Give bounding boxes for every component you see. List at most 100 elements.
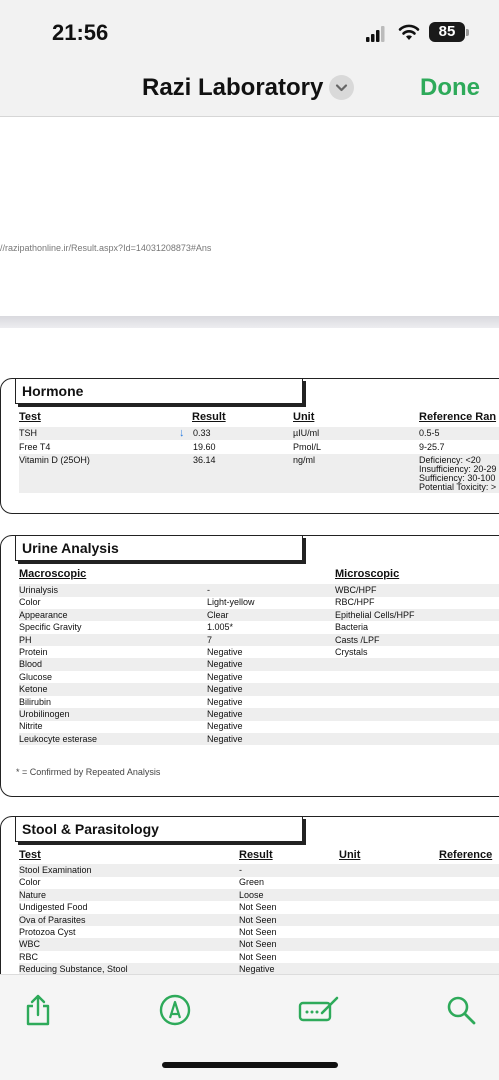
footnote: * = Confirmed by Repeated Analysis <box>16 767 161 777</box>
table-row: Ova of Parasites Not Seen <box>19 913 499 927</box>
low-flag-arrow-icon: ↓ <box>179 427 185 439</box>
test-name: Urinalysis <box>19 585 59 595</box>
test-result: Negative <box>207 659 243 670</box>
test-name: Stool Examination <box>19 865 92 875</box>
test-result: - <box>239 865 242 875</box>
column-header-result: Result <box>239 849 273 861</box>
wifi-icon <box>398 24 420 40</box>
page-separator <box>0 316 499 328</box>
test-name: Specific Gravity <box>19 622 82 633</box>
document-url: //razipathonline.ir/Result.aspx?Id=14031… <box>0 243 212 253</box>
chevron-down-icon <box>335 84 348 92</box>
test-name: Color <box>19 597 41 608</box>
test-result: Negative <box>239 964 275 974</box>
column-header-unit: Unit <box>339 849 361 861</box>
test-reference: Deficiency: <20 <box>419 455 481 465</box>
table-row: Glucose Negative <box>19 671 499 684</box>
table-row: Vitamin D (25OH) 36.14 ng/ml Deficiency:… <box>19 454 499 493</box>
test-name: TSH <box>19 428 37 438</box>
test-result: Not Seen <box>239 927 277 937</box>
share-icon[interactable] <box>21 993 55 1027</box>
test-name: Glucose <box>19 671 53 682</box>
microscopic-item: RBC/HPF <box>335 597 375 608</box>
test-name: Bilirubin <box>19 696 52 707</box>
test-name: Nitrite <box>19 721 43 732</box>
column-header-reference: Reference Ran <box>419 411 497 423</box>
test-result: Not Seen <box>239 914 277 925</box>
table-row: Undigested Food Not Seen <box>19 901 499 914</box>
test-name: RBC <box>19 951 39 962</box>
microscopic-item: Bacteria <box>335 622 369 633</box>
table-row: Ketone Negative <box>19 683 499 696</box>
table-row: Protein Negative Crystals <box>19 646 499 659</box>
test-result: 19.60 <box>193 442 216 452</box>
test-name: WBC <box>19 939 40 950</box>
test-reference: 9-25.7 <box>419 442 445 452</box>
microscopic-item: Crystals <box>335 647 368 657</box>
status-time: 21:56 <box>52 20 109 45</box>
test-result: Loose <box>239 889 264 900</box>
test-result: Negative <box>207 647 243 657</box>
test-name: Protein <box>19 647 48 657</box>
table-row: Blood Negative <box>19 658 499 671</box>
test-result: Clear <box>207 609 229 620</box>
search-icon[interactable] <box>444 993 478 1027</box>
battery-level: 85 <box>429 22 465 42</box>
table-row: Protozoa Cyst Not Seen <box>19 926 499 939</box>
test-name: Vitamin D (25OH) <box>19 455 90 465</box>
test-name: Appearance <box>19 609 68 620</box>
table-row: Specific Gravity 1.005* Bacteria <box>19 621 499 634</box>
test-result: 0.33 <box>193 428 211 438</box>
test-result: Green <box>239 877 265 888</box>
test-result: Negative <box>207 684 243 695</box>
table-row: RBC Not Seen <box>19 951 499 964</box>
table-row: Urobilinogen Negative <box>19 708 499 721</box>
microscopic-header: Microscopic <box>335 568 400 580</box>
battery-icon <box>466 29 469 36</box>
test-name: Ketone <box>19 684 48 695</box>
document-view[interactable]: //razipathonline.ir/Result.aspx?Id=14031… <box>0 118 499 974</box>
status-bar: 21:56 85 <box>0 0 499 60</box>
test-name: Undigested Food <box>19 902 88 913</box>
table-row: Reducing Substance, Stool Negative <box>19 963 499 974</box>
macroscopic-header: Macroscopic <box>19 568 87 580</box>
signature-icon[interactable] <box>298 993 340 1027</box>
table-row: Urinalysis - WBC/HPF <box>19 584 499 597</box>
home-indicator[interactable] <box>162 1062 338 1068</box>
table-row: Nature Loose <box>19 888 499 902</box>
column-header-test: Test <box>19 411 41 423</box>
table-row: TSH ↓ 0.33 µIU/ml 0.5-5 <box>19 427 499 440</box>
table-row: Color Light-yellow RBC/HPF <box>19 596 499 609</box>
test-unit: µIU/ml <box>293 428 320 438</box>
markup-icon[interactable] <box>158 993 192 1027</box>
table-row: Free T4 19.60 Pmol/L 9-25.7 <box>19 441 499 454</box>
column-header-result: Result <box>192 411 226 423</box>
microscopic-item: Epithelial Cells/HPF <box>335 609 415 620</box>
test-name: Ova of Parasites <box>19 914 86 925</box>
document-title[interactable]: Razi Laboratory <box>142 74 324 101</box>
test-result: Not Seen <box>239 951 277 962</box>
column-header-unit: Unit <box>293 411 315 423</box>
test-name: Urobilinogen <box>19 709 70 719</box>
test-name: PH <box>19 634 32 645</box>
test-name: Nature <box>19 889 47 900</box>
table-row: Color Green <box>19 876 499 889</box>
reference-line: Sufficiency: 30-100 <box>419 473 496 483</box>
reference-line: Insufficiency: 20-29 <box>419 464 497 474</box>
test-result: 7 <box>207 634 213 645</box>
section-title: Stool & Parasitology <box>15 816 303 842</box>
test-name: Protozoa Cyst <box>19 927 76 937</box>
bottom-toolbar <box>0 974 499 1080</box>
column-header-reference: Reference <box>439 849 493 861</box>
test-result: Negative <box>207 696 243 707</box>
reference-line: Potential Toxicity: > <box>419 482 497 492</box>
title-menu-button[interactable] <box>329 75 354 100</box>
test-name: Leukocyte esterase <box>19 733 98 744</box>
table-row: Stool Examination - <box>19 864 499 877</box>
test-name: Free T4 <box>19 442 51 452</box>
test-result: Negative <box>207 709 243 719</box>
test-name: Blood <box>19 659 43 670</box>
test-result: Negative <box>207 733 243 744</box>
done-button[interactable]: Done <box>420 74 480 101</box>
test-result: Not Seen <box>239 939 277 950</box>
